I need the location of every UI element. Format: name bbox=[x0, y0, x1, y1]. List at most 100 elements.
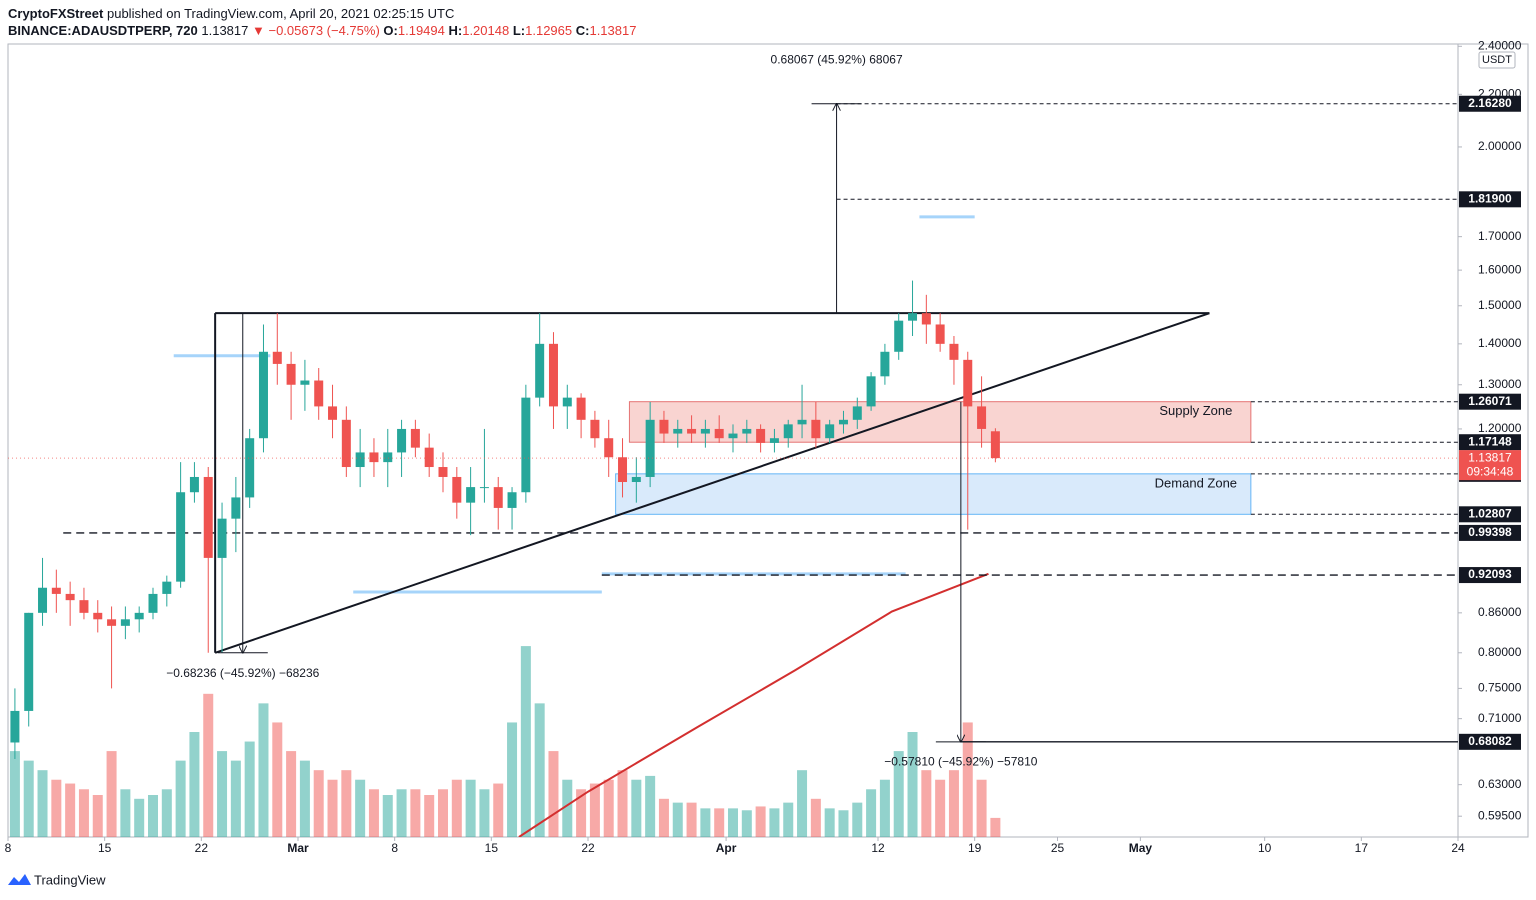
volume-bar bbox=[9, 751, 20, 837]
volume-bar bbox=[838, 810, 849, 837]
candle-body bbox=[700, 428, 710, 434]
l-label: L: bbox=[512, 23, 526, 38]
volume-bar bbox=[51, 779, 62, 837]
candle-body bbox=[148, 593, 158, 613]
volume-bar bbox=[327, 779, 338, 837]
last-price-box bbox=[1459, 450, 1521, 481]
candle-body bbox=[479, 487, 489, 489]
candle-body bbox=[756, 428, 766, 443]
level-label: 1.02807 bbox=[1468, 506, 1512, 520]
volume-bar bbox=[935, 779, 946, 837]
candle-body bbox=[369, 452, 379, 463]
y-tick-label: 1.70000 bbox=[1478, 229, 1522, 243]
candle-body bbox=[24, 612, 34, 711]
x-tick-label: 25 bbox=[1051, 841, 1065, 855]
volume-bar bbox=[230, 760, 241, 837]
level-label-box bbox=[1459, 567, 1521, 584]
level-label: 1.81900 bbox=[1468, 191, 1512, 205]
level-label: 0.68082 bbox=[1468, 734, 1512, 748]
volume-bar bbox=[548, 751, 559, 837]
y-tick-label: 1.40000 bbox=[1478, 336, 1522, 350]
y-tick-label: 2.40000 bbox=[1478, 38, 1522, 52]
candle-body bbox=[452, 476, 462, 503]
volume-bar bbox=[148, 795, 158, 837]
level-label: 0.99398 bbox=[1468, 525, 1512, 539]
x-tick-label: 10 bbox=[1258, 841, 1272, 855]
volume-bar bbox=[92, 795, 103, 837]
candle-body bbox=[341, 419, 351, 468]
candle-body bbox=[618, 457, 628, 483]
volume-bar bbox=[879, 779, 890, 837]
volume-bar bbox=[741, 810, 752, 837]
candle-body bbox=[93, 612, 103, 620]
candle-body bbox=[107, 619, 117, 626]
y-tick-label: 0.59500 bbox=[1478, 808, 1522, 822]
volume-bar bbox=[562, 779, 573, 837]
y-tick-label: 1.50000 bbox=[1478, 298, 1522, 312]
candle-body bbox=[355, 452, 365, 468]
volume-bar bbox=[603, 779, 614, 837]
candle-body bbox=[535, 343, 545, 398]
candle-body bbox=[797, 419, 807, 425]
volume-bar bbox=[769, 808, 780, 837]
candle-body bbox=[963, 359, 973, 407]
candle-body bbox=[397, 428, 407, 453]
volume-bar bbox=[686, 802, 697, 837]
candle-body bbox=[866, 376, 876, 407]
x-tick-label: 8 bbox=[5, 841, 12, 855]
quote-line: BINANCE:ADAUSDTPERP, 720 1.13817 ▼ −0.05… bbox=[8, 22, 636, 39]
volume-bar bbox=[866, 789, 877, 837]
volume-bar bbox=[852, 802, 863, 837]
volume-bar bbox=[783, 802, 794, 837]
volume-bar bbox=[645, 775, 656, 837]
y-tick-label: 2.00000 bbox=[1478, 139, 1522, 153]
candle-body bbox=[120, 619, 130, 626]
symbol: BINANCE:ADAUSDTPERP, 720 bbox=[8, 23, 198, 38]
candle-body bbox=[217, 518, 227, 558]
y-tick-label: 1.30000 bbox=[1478, 377, 1522, 391]
y-tick-label: 1.60000 bbox=[1478, 262, 1522, 276]
candle-body bbox=[51, 587, 61, 594]
volume-bar bbox=[921, 770, 932, 837]
x-tick-label: 12 bbox=[871, 841, 885, 855]
y-tick-label: 0.71000 bbox=[1478, 711, 1522, 725]
level-label-box bbox=[1459, 506, 1521, 523]
measure-label: 0.68067 (45.92%) 68067 bbox=[771, 52, 903, 66]
volume-bar bbox=[907, 732, 918, 837]
candle-body bbox=[935, 324, 945, 344]
x-tick-label: 19 bbox=[968, 841, 982, 855]
volume-bar bbox=[438, 789, 448, 837]
published: published on TradingView.com, April 20, … bbox=[106, 6, 455, 21]
y-tick-label: 1.20000 bbox=[1478, 421, 1522, 435]
zone bbox=[628, 401, 1252, 443]
candle-body bbox=[977, 406, 987, 429]
candle-body bbox=[769, 438, 779, 443]
volume-bar bbox=[962, 722, 973, 837]
volume-bar bbox=[631, 779, 642, 837]
publisher: CryptoFXStreet bbox=[8, 6, 104, 21]
x-tick-label: May bbox=[1129, 841, 1153, 855]
volume-bar bbox=[493, 783, 504, 837]
volume-bar bbox=[299, 760, 310, 837]
candle-body bbox=[507, 492, 517, 508]
volume-bar bbox=[424, 795, 435, 837]
candle-body bbox=[286, 363, 296, 385]
candle-body bbox=[921, 313, 931, 325]
candle-body bbox=[466, 487, 476, 503]
level-label: 2.16280 bbox=[1468, 96, 1512, 110]
candle-body bbox=[79, 600, 89, 613]
measure-label: −0.57810 (−45.92%) −57810 bbox=[884, 754, 1037, 768]
volume-bar bbox=[368, 789, 379, 837]
x-tick-label: Apr bbox=[716, 841, 737, 855]
currency: USDT bbox=[1482, 54, 1512, 66]
candle-body bbox=[245, 438, 255, 498]
y-tick-label: 0.86000 bbox=[1478, 605, 1522, 619]
candle-body bbox=[562, 397, 572, 407]
c-label: C: bbox=[575, 23, 590, 38]
y-tick-label: 0.63000 bbox=[1478, 777, 1522, 791]
candle-body bbox=[410, 428, 420, 448]
volume-bar bbox=[272, 722, 283, 837]
volume-bar bbox=[244, 741, 255, 837]
volume-bar bbox=[106, 751, 117, 837]
candle-body bbox=[604, 438, 614, 458]
